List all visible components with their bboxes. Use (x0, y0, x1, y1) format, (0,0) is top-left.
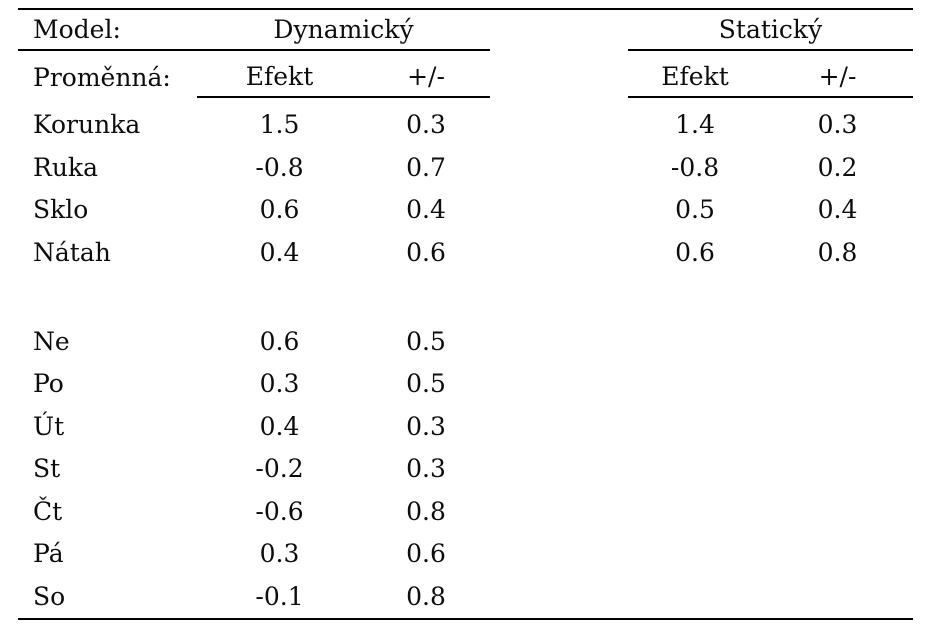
value-cell: -0.2 (255, 454, 304, 484)
row-label-ruka: Ruka (33, 152, 98, 182)
value-cell: 0.3 (406, 110, 446, 140)
group-header-staticky: Statický (628, 10, 913, 51)
value-cell: 0.6 (406, 539, 446, 569)
value-cell: 1.5 (259, 110, 300, 140)
col-header-dyn-pm: +/- (362, 51, 490, 98)
value-cell: 0.5 (406, 369, 446, 399)
value-cell: 0.8 (406, 496, 446, 526)
col-header-dyn-efekt: Efekt (197, 51, 362, 98)
value-cell: 0.4 (259, 411, 300, 441)
model-label: Model: (18, 10, 197, 51)
value-cell: 0.6 (675, 237, 715, 267)
value-cell: 0.5 (406, 326, 446, 356)
row-label-korunka: Korunka (33, 110, 141, 140)
value-cell: 0.3 (259, 369, 300, 399)
value-cell: 0.3 (817, 110, 858, 140)
value-cell: 0.4 (817, 195, 858, 225)
value-cell: 0.4 (259, 237, 300, 267)
value-cell: -0.8 (255, 152, 304, 182)
row-label-ct: Čt (33, 496, 63, 526)
value-cell: 0.6 (259, 326, 300, 356)
row-label-ne: Ne (33, 326, 70, 356)
value-cell: 0.4 (406, 195, 446, 225)
value-cell: 0.5 (675, 195, 715, 225)
row-label-st: St (33, 454, 61, 484)
variable-label: Proměnná: (33, 62, 171, 92)
value-cell: -0.1 (255, 581, 304, 611)
value-cell: 0.8 (406, 581, 446, 611)
value-cell: 1.4 (675, 110, 715, 140)
value-cell: 0.2 (817, 152, 858, 182)
col-header-stat-efekt: Efekt (628, 51, 762, 98)
results-table: Model: Dynamický Statický Proměnná: Efek… (18, 8, 913, 620)
group-header-dynamicky: Dynamický (197, 10, 490, 51)
value-cell: -0.8 (670, 152, 720, 182)
row-label-po: Po (33, 369, 64, 399)
value-cell: 0.3 (406, 454, 446, 484)
value-cell: 0.6 (406, 237, 446, 267)
col-header-stat-pm: +/- (762, 51, 913, 98)
value-cell: 0.3 (406, 411, 446, 441)
row-label-natah: Nátah (33, 237, 111, 267)
row-label-sklo: Sklo (33, 195, 89, 225)
group-gap (490, 10, 628, 51)
value-cell: -0.6 (255, 496, 304, 526)
row-label-ut: Út (33, 411, 65, 441)
value-cell: 0.7 (406, 152, 446, 182)
row-label-pa: Pá (33, 539, 64, 569)
value-cell: 0.8 (817, 237, 858, 267)
value-cell: 0.6 (259, 195, 300, 225)
row-label-so: So (33, 581, 66, 611)
value-cell: 0.3 (259, 539, 300, 569)
